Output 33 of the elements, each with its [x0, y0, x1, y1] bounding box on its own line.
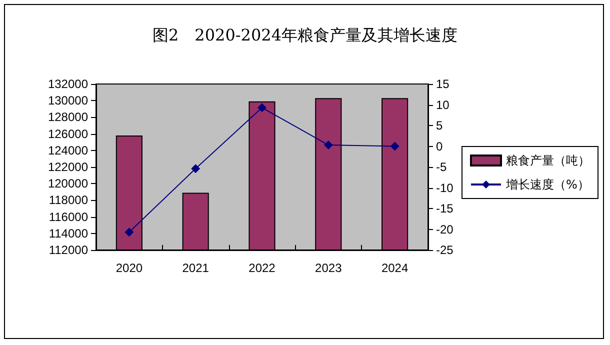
point — [324, 140, 333, 150]
y2-tick-label: -5 — [436, 160, 447, 174]
y2-tick-label: -25 — [436, 243, 454, 257]
y2-tick-label: 5 — [436, 118, 443, 132]
y-tick-label: 120000 — [48, 176, 88, 191]
y-tick-label: 122000 — [48, 160, 88, 174]
y2-tick-label: -15 — [436, 202, 454, 216]
y2-tick-label: -20 — [436, 222, 454, 236]
point — [191, 164, 200, 174]
y-tick-label: 126000 — [48, 126, 88, 141]
y-tick-label: 130000 — [48, 94, 88, 108]
point — [258, 103, 266, 112]
x-tick-label: 2020 — [116, 261, 143, 275]
point — [390, 142, 400, 151]
y-tick-label: 124000 — [48, 143, 88, 158]
y-tick-label: 112000 — [48, 243, 88, 257]
y2-tick-label: 10 — [436, 98, 450, 112]
point — [124, 228, 134, 237]
y-tick-label: 128000 — [48, 110, 88, 124]
legend-label: 粮食产量（吨） — [506, 154, 590, 168]
x-tick-label: 2023 — [315, 261, 342, 275]
y-tick-label: 116000 — [48, 210, 88, 224]
y-tick-label: 114000 — [48, 226, 88, 240]
x-tick-label: 2021 — [182, 261, 210, 275]
x-tick-label: 2022 — [248, 261, 276, 275]
x-tick-label: 2024 — [381, 261, 408, 275]
legend-label: 增长速度（%） — [505, 178, 590, 192]
y-tick-label: 118000 — [48, 193, 88, 208]
y2-tick-label: 0 — [436, 139, 443, 154]
y-tick-label: 132000 — [48, 77, 88, 91]
chart-title: 图2 2020-2024年粮食产量及其增长速度 — [152, 26, 458, 44]
y2-tick-label: 15 — [436, 77, 450, 91]
y2-tick-label: -10 — [436, 180, 454, 195]
